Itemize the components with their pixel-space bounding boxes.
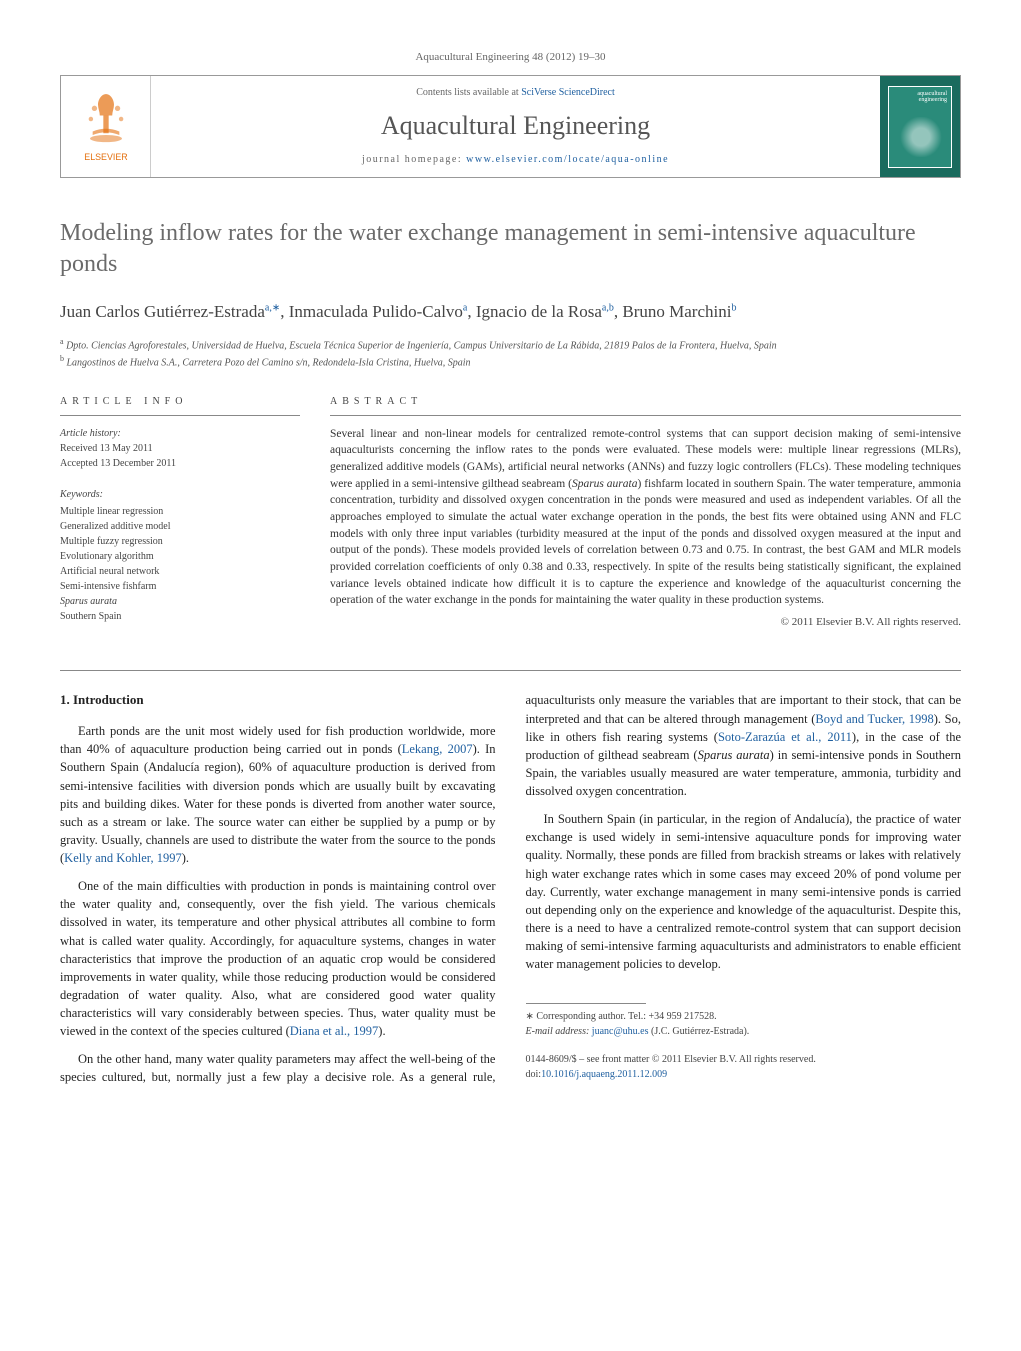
article-history: Article history: Received 13 May 2011 Ac… — [60, 426, 300, 471]
body-text-columns: 1. Introduction Earth ponds are the unit… — [60, 691, 961, 1086]
affiliations: a Dpto. Ciencias Agroforestales, Univers… — [60, 336, 961, 371]
keyword-item: Multiple linear regression — [60, 504, 300, 519]
keyword-item: Evolutionary algorithm — [60, 549, 300, 564]
corresponding-email-link[interactable]: juanc@uhu.es — [592, 1026, 649, 1037]
article-info-sidebar: ARTICLE INFO Article history: Received 1… — [60, 395, 300, 631]
keyword-item: Southern Spain — [60, 609, 300, 624]
doi-block: 0144-8609/$ – see front matter © 2011 El… — [526, 1053, 962, 1082]
authors-list: Juan Carlos Gutiérrez-Estradaa,∗, Inmacu… — [60, 300, 961, 324]
keyword-item: Generalized additive model — [60, 519, 300, 534]
sciencedirect-link[interactable]: SciVerse ScienceDirect — [521, 87, 615, 98]
journal-homepage-line: journal homepage: www.elsevier.com/locat… — [171, 153, 860, 167]
affiliation-line: b Langostinos de Huelva S.A., Carretera … — [60, 353, 961, 370]
journal-header: ELSEVIER Contents lists available at Sci… — [60, 75, 961, 177]
body-paragraph: In Southern Spain (in particular, in the… — [526, 810, 962, 973]
elsevier-text: ELSEVIER — [84, 151, 127, 161]
keyword-item: Semi-intensive fishfarm — [60, 579, 300, 594]
keyword-item: Multiple fuzzy regression — [60, 534, 300, 549]
body-paragraph: One of the main difficulties with produc… — [60, 877, 496, 1040]
journal-name: Aquacultural Engineering — [171, 108, 860, 144]
keyword-item: Artificial neural network — [60, 564, 300, 579]
abstract-copyright: © 2011 Elsevier B.V. All rights reserved… — [330, 615, 961, 630]
introduction-heading: 1. Introduction — [60, 691, 496, 710]
article-title: Modeling inflow rates for the water exch… — [60, 218, 961, 280]
keywords-block: Keywords:Multiple linear regressionGener… — [60, 487, 300, 624]
doi-link[interactable]: 10.1016/j.aquaeng.2011.12.009 — [541, 1069, 667, 1080]
abstract-text: Several linear and non-linear models for… — [330, 426, 961, 609]
journal-reference: Aquacultural Engineering 48 (2012) 19–30 — [60, 50, 961, 65]
article-info-heading: ARTICLE INFO — [60, 395, 300, 416]
contents-available-line: Contents lists available at SciVerse Sci… — [171, 86, 860, 100]
corresponding-author-footer: ∗ Corresponding author. Tel.: +34 959 21… — [526, 1003, 962, 1039]
journal-header-center: Contents lists available at SciVerse Sci… — [151, 76, 880, 176]
abstract-heading: ABSTRACT — [330, 395, 961, 416]
abstract-column: ABSTRACT Several linear and non-linear m… — [330, 395, 961, 631]
affiliation-line: a Dpto. Ciencias Agroforestales, Univers… — [60, 336, 961, 353]
journal-homepage-link[interactable]: www.elsevier.com/locate/aqua-online — [466, 154, 669, 165]
section-separator — [60, 670, 961, 671]
journal-cover-thumbnail — [880, 76, 960, 176]
keyword-item: Sparus aurata — [60, 594, 300, 609]
elsevier-logo: ELSEVIER — [61, 76, 151, 176]
body-paragraph: Earth ponds are the unit most widely use… — [60, 722, 496, 867]
